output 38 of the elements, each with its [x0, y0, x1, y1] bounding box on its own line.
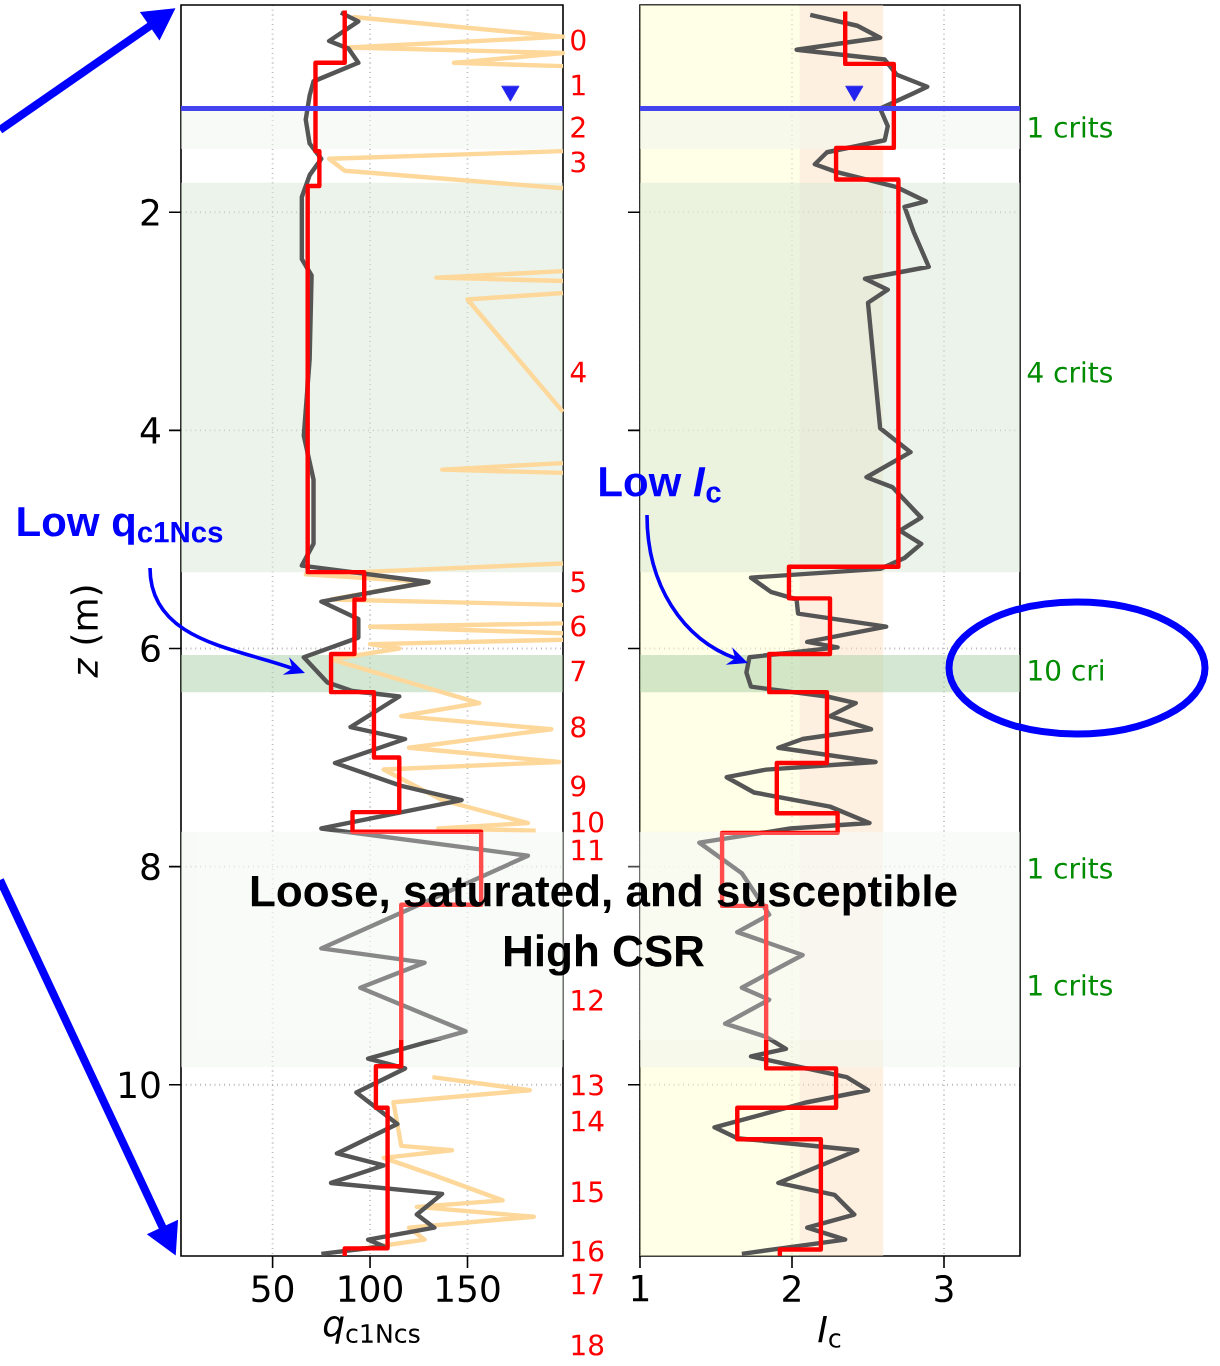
- y-tick-label: 4: [140, 417, 160, 444]
- text: 0: [571, 29, 586, 51]
- x-tick-label: 150: [437, 1275, 500, 1303]
- text: 1: [572, 74, 585, 96]
- text: 9: [571, 775, 586, 797]
- text: 1 crits: [1029, 974, 1112, 996]
- x-tick-label: 2: [783, 1275, 800, 1302]
- text: 7: [571, 660, 585, 682]
- text: 15: [572, 1181, 603, 1203]
- text: 4 crits: [1027, 361, 1112, 383]
- x-axis-title: I$_{c}$: [818, 1316, 841, 1348]
- x-tick-label: 1: [632, 1275, 649, 1302]
- text: 2: [571, 116, 585, 138]
- text: 3: [571, 151, 585, 173]
- text: 10: [572, 811, 604, 833]
- x-tick-label: 3: [935, 1275, 953, 1303]
- text: 4: [570, 361, 586, 383]
- text: 18: [572, 1334, 604, 1356]
- x-tick-label: 100: [339, 1275, 402, 1303]
- y-tick-label: 10: [120, 1071, 160, 1099]
- x-tick-label: 50: [252, 1275, 294, 1303]
- text: 17: [572, 1273, 603, 1295]
- text: 1 crits: [1029, 116, 1112, 138]
- text: 6: [571, 615, 586, 637]
- text: 12: [572, 989, 603, 1011]
- text: 13: [572, 1074, 603, 1096]
- y-tick-label: 6: [141, 634, 160, 663]
- text: 14: [572, 1110, 604, 1132]
- x-axis-title: q$_{c1Ncs}$: [323, 1316, 420, 1344]
- text: 16: [572, 1240, 604, 1262]
- text: 8: [571, 716, 586, 738]
- y-axis-title: z (m): [70, 586, 103, 678]
- text: 1 crits: [1029, 857, 1112, 879]
- y-tick-label: 2: [141, 198, 159, 226]
- text: 11: [572, 839, 603, 861]
- y-tick-label: 8: [141, 853, 160, 881]
- text: 5: [571, 571, 585, 593]
- text: 10 cri: [1029, 659, 1103, 681]
